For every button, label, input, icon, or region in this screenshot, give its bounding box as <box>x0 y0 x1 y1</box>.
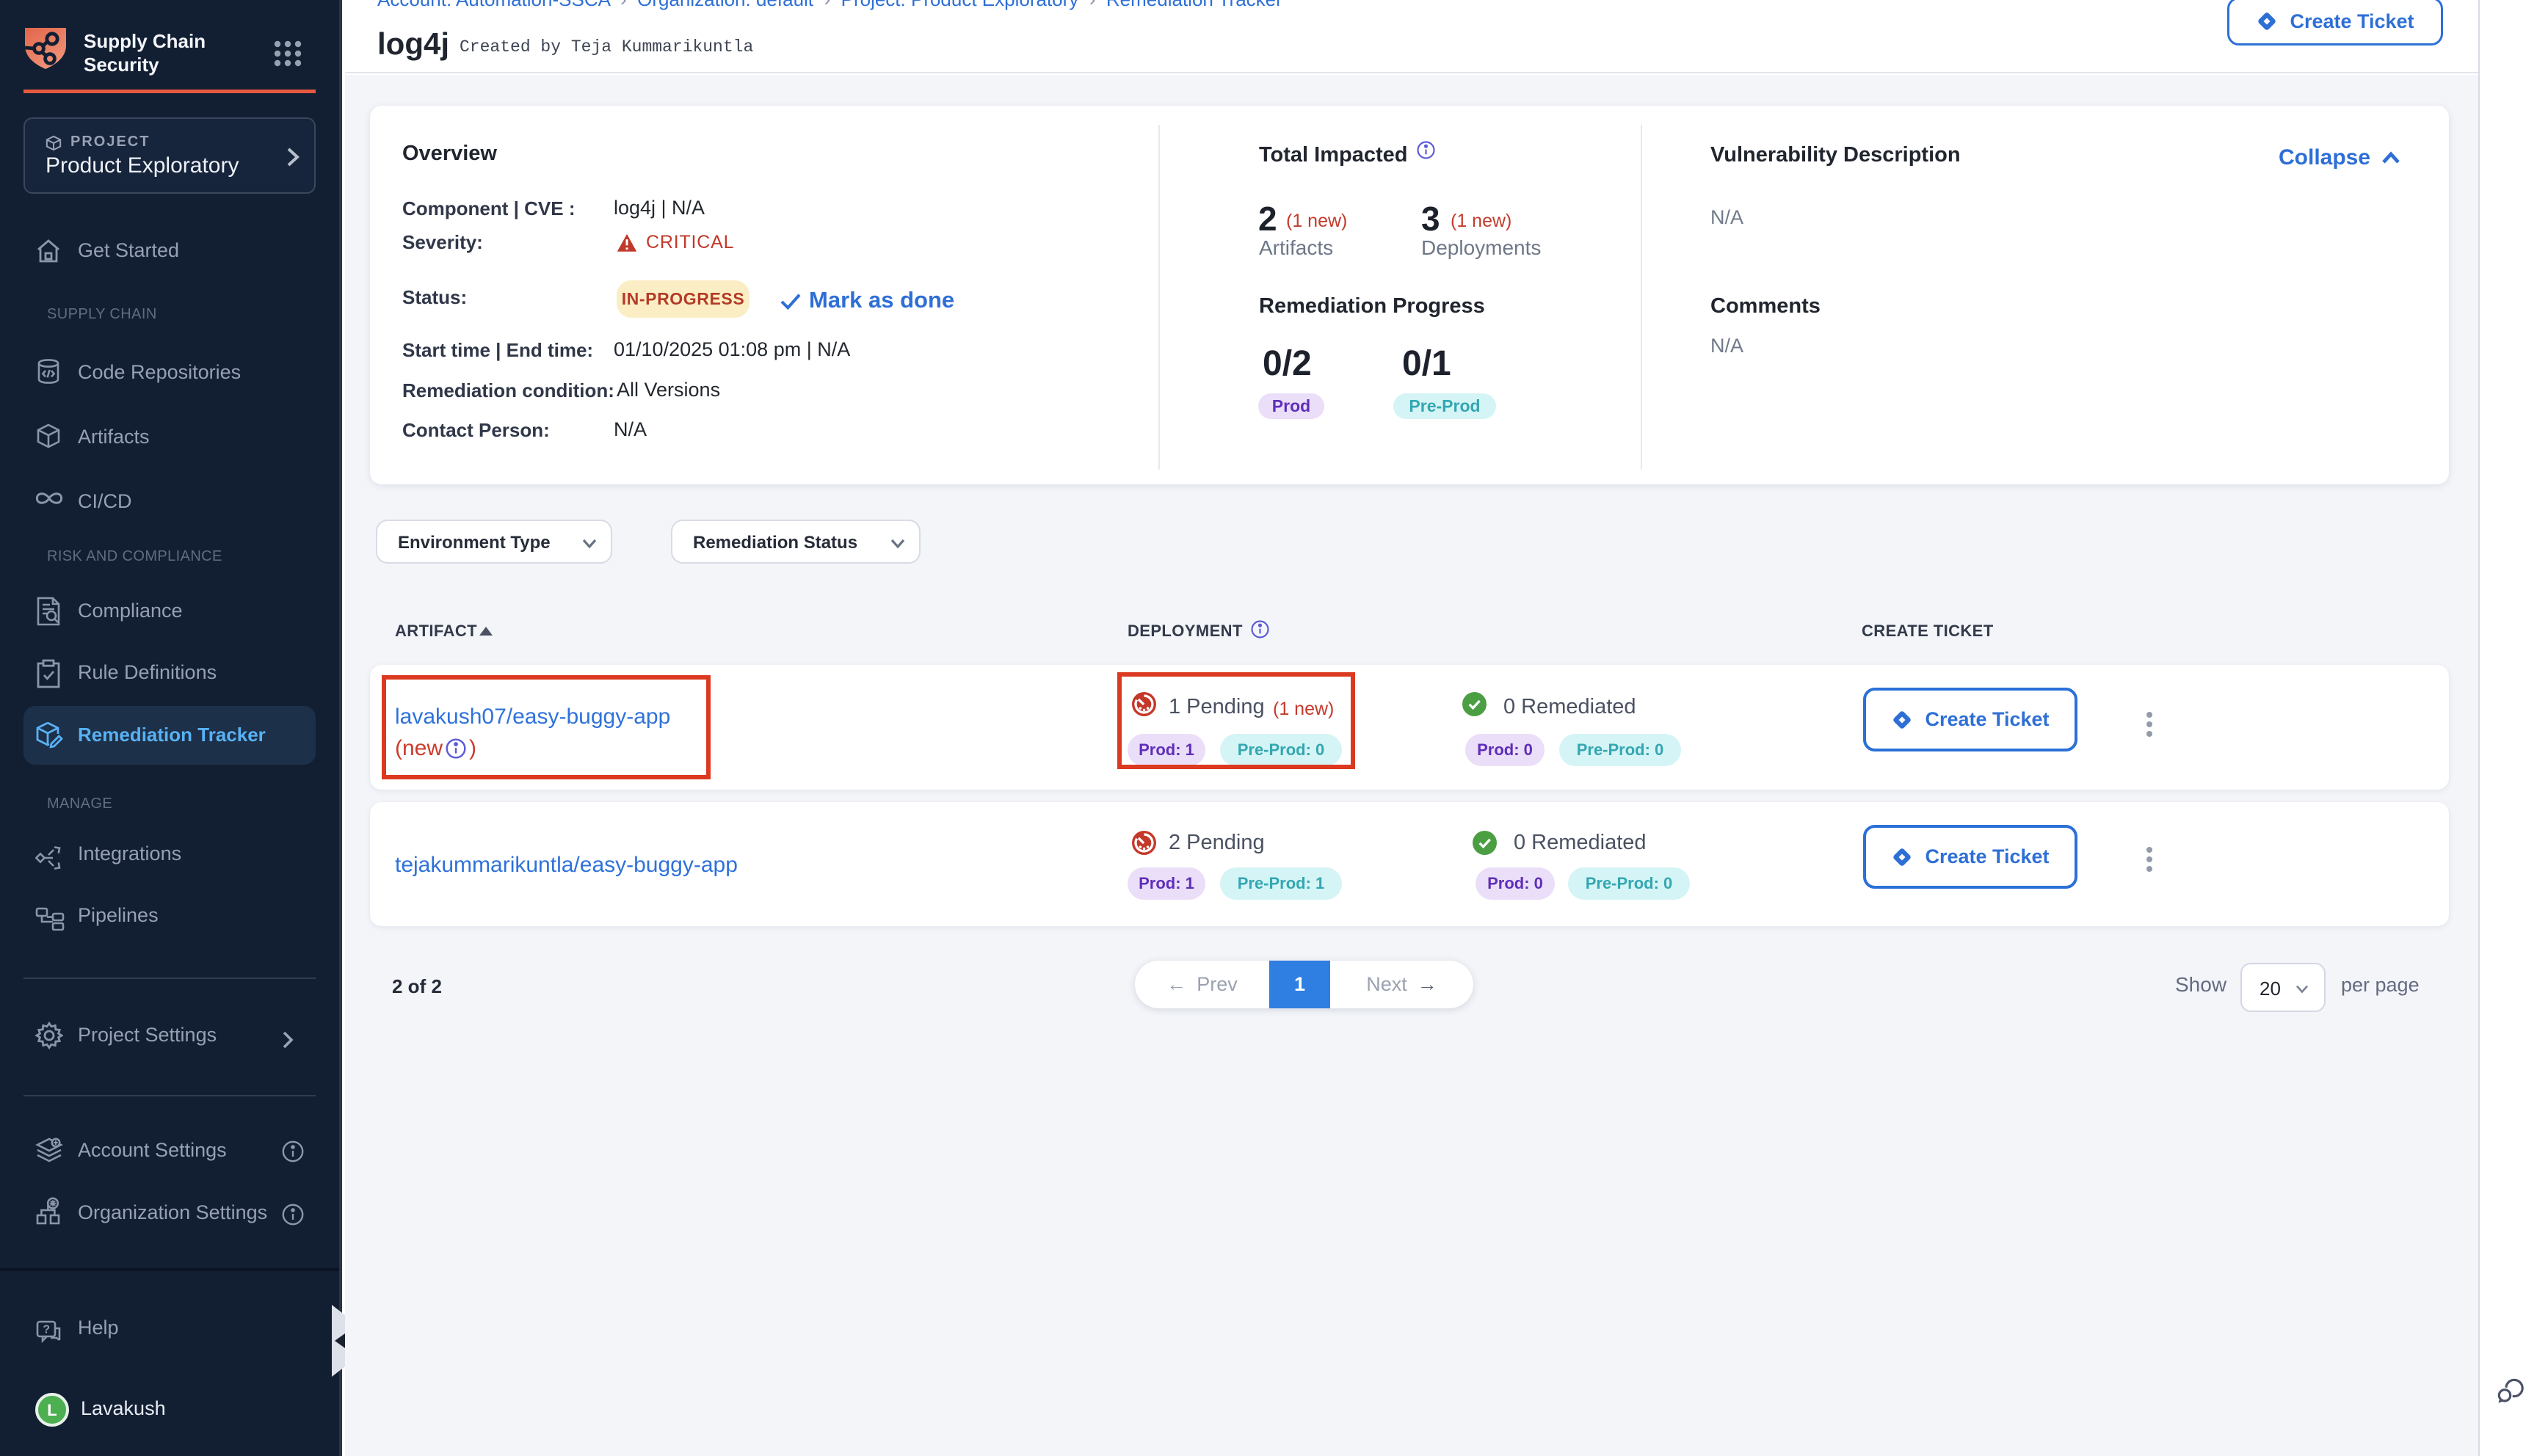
svg-text:?: ? <box>43 1323 50 1336</box>
